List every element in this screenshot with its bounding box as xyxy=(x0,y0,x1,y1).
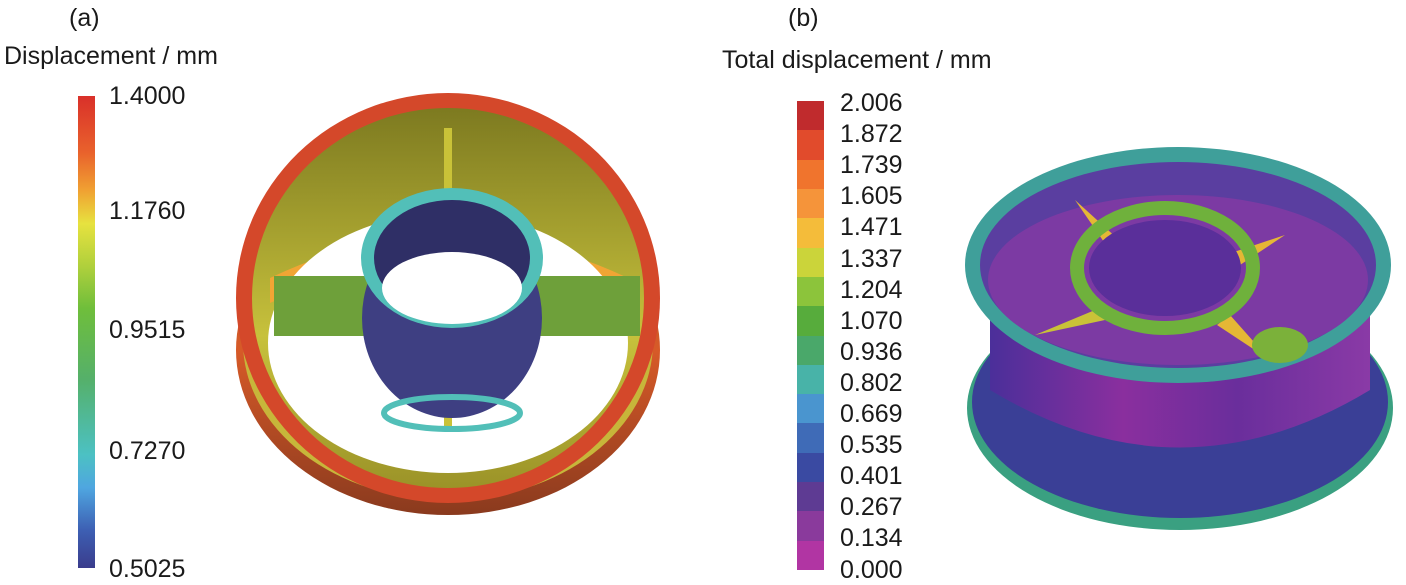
panel-b-colorbar-segment xyxy=(797,364,824,395)
panel-b-colorbar-segment xyxy=(797,159,824,189)
panel-b-tick: 0.134 xyxy=(840,524,903,553)
panel-b-colorbar-segment xyxy=(797,540,824,570)
panel-a-label: (a) xyxy=(69,4,100,32)
panel-a-tick: 1.1760 xyxy=(109,197,186,225)
panel-b-colorbar-segment xyxy=(797,101,824,131)
panel-b-tick: 1.872 xyxy=(840,120,903,149)
panel-b-label: (b) xyxy=(788,4,819,32)
panel-b-tick: 0.936 xyxy=(840,337,903,366)
panel-b-legend-title: Total displacement / mm xyxy=(722,46,992,74)
panel-b-colorbar-segment xyxy=(797,247,824,277)
panel-a-tick: 0.9515 xyxy=(109,316,186,344)
wheel-model-a xyxy=(236,93,660,515)
panel-b-colorbar-segment xyxy=(797,452,824,483)
panel-b-colorbar xyxy=(797,101,824,570)
panel-b-colorbar-segment xyxy=(797,306,824,336)
panel-b-tick: 0.535 xyxy=(840,431,903,460)
panel-a-tick: 1.4000 xyxy=(109,82,186,110)
wheel-model-b xyxy=(965,147,1393,530)
panel-a-colorbar xyxy=(78,96,95,568)
panel-a-tick: 0.7270 xyxy=(109,437,186,465)
panel-b-tick: 0.802 xyxy=(840,368,903,397)
panel-b-colorbar-segment xyxy=(797,188,824,219)
panel-a-tick: 0.5025 xyxy=(109,555,186,583)
panel-b-colorbar-segment xyxy=(797,511,824,541)
panel-b-colorbar-segment xyxy=(797,423,824,453)
panel-b-colorbar-segment xyxy=(797,394,824,424)
panel-a-legend-title: Displacement / mm xyxy=(4,42,218,70)
panel-b-tick: 1.337 xyxy=(840,244,903,273)
panel-b-colorbar-segment xyxy=(797,276,824,307)
panel-b-colorbar-segment xyxy=(797,482,824,512)
panel-b-tick: 0.267 xyxy=(840,493,903,522)
panel-b-tick: 1.739 xyxy=(840,151,903,180)
panel-b-tick: 1.070 xyxy=(840,306,903,335)
panel-b-tick: 0.000 xyxy=(840,555,903,584)
panel-b-colorbar-segment xyxy=(797,130,824,160)
panel-b-tick: 0.669 xyxy=(840,400,903,428)
panel-b-tick: 0.401 xyxy=(840,462,903,491)
panel-b-tick: 1.471 xyxy=(840,213,903,242)
panel-b-colorbar-segment xyxy=(797,335,824,365)
panel-b-tick: 2.006 xyxy=(840,89,903,117)
panel-b-colorbar-segment xyxy=(797,218,824,248)
panel-b-tick: 1.605 xyxy=(840,182,903,211)
panel-b-tick: 1.204 xyxy=(840,275,903,304)
